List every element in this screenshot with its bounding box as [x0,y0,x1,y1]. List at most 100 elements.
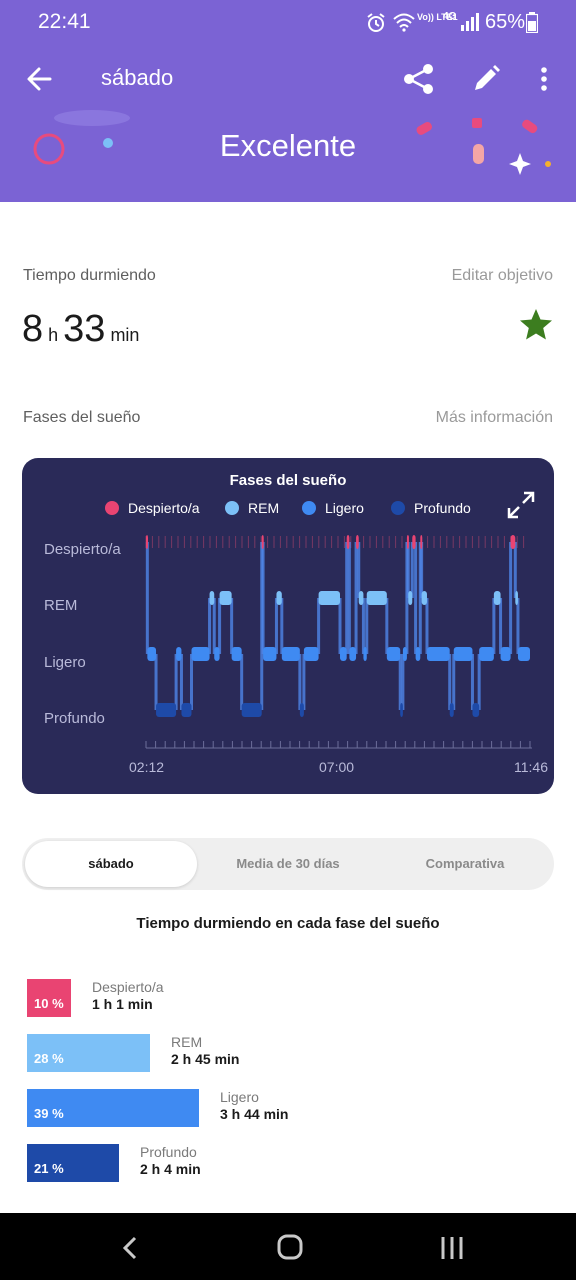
signal-icon [461,13,479,31]
expand-icon[interactable] [506,490,536,520]
hypnogram [145,535,532,749]
stage-segment-ligero [147,647,157,661]
more-info-link[interactable]: Más información [435,409,553,426]
stage-segment-despiertoa [261,535,264,549]
legend-light: Ligero [302,500,364,516]
tab-day[interactable]: sábado [88,856,134,871]
stage-segment-profundo [449,703,454,717]
stage-segment-ligero [363,647,367,661]
stage-segment-ligero [500,647,511,661]
stage-segment-rem [209,591,215,605]
confetti-decoration [33,110,551,175]
back-arrow-icon[interactable] [26,66,54,92]
stage-segment-profundo [181,703,192,717]
sleep-phases-chart[interactable]: Fases del sueño Despierto/a REM Ligero P… [22,458,554,794]
stage-segment-despiertoa [510,535,516,549]
stage-duration: 2 h 4 min [140,1161,201,1177]
x-tick-start: 02:12 [129,759,165,775]
network-label: Vo)) LTE1 [417,12,458,22]
stage-name: Ligero [220,1089,259,1105]
edit-goal-link[interactable]: Editar objetivo [451,267,553,284]
chart-title: Fases del sueño [229,472,347,489]
page-title: sábado [101,65,174,90]
stage-segment-ligero [402,647,407,661]
share-icon[interactable] [402,63,436,95]
more-options-icon[interactable] [538,66,550,92]
stage-segment-rem [276,591,282,605]
stage-segment-profundo [400,703,403,717]
stage-segment-rem [318,591,341,605]
status-bar: 22:41 Vo)) LTE1 4G 65% [0,0,576,48]
tab-30-day-average[interactable]: Media de 30 días [236,856,340,871]
sleep-rating: Excelente [219,128,357,163]
battery-icon [526,12,538,33]
tab-active-indicator [25,841,197,887]
stage-segment-ligero [517,647,530,661]
stage-segment-rem [421,591,427,605]
sleep-duration: 8 h 33 min [22,308,139,351]
legend-awake: Despierto/a [105,500,200,516]
stage-segment-rem [493,591,501,605]
stage-segment-rem [219,591,232,605]
stage-segment-despiertoa [146,535,148,549]
battery-percent: 65% [485,11,526,33]
network-type: 4G [443,11,457,22]
stage-percent: 28 % [34,1051,64,1066]
legend-light-label: Ligero [325,500,364,516]
legend-awake-label: Despierto/a [128,500,200,516]
stage-bar: 10 % [27,979,71,1017]
stage-percent: 21 % [34,1161,64,1176]
stage-bar: 21 % [27,1144,119,1182]
stage-segment-ligero [263,647,277,661]
y-label-awake: Despierto/a [44,541,121,558]
nav-home-icon[interactable] [276,1233,304,1261]
stage-segment-ligero [386,647,401,661]
legend-rem-label: REM [248,500,280,516]
stage-segment-ligero [191,647,210,661]
stage-segment-rem [366,591,387,605]
nav-recents-icon[interactable] [438,1235,466,1261]
stage-segment-profundo [299,703,304,717]
phases-label: Fases del sueño [23,409,141,426]
legend-deep-label: Profundo [414,500,471,516]
stage-segment-ligero [479,647,494,661]
stage-name: REM [171,1034,203,1050]
stage-segment-ligero [340,647,347,661]
y-label-light: Ligero [44,654,86,671]
stage-segment-ligero [214,647,220,661]
hours-value: 8 [22,308,44,350]
stage-segment-ligero [176,647,182,661]
minutes-value: 33 [63,308,106,350]
stage-bar: 28 % [27,1034,150,1072]
stage-segment-despiertoa [356,535,359,549]
stage-segment-ligero [426,647,450,661]
breakdown-title: Tiempo durmiendo en cada fase del sueño [136,915,440,932]
sleep-time-label: Tiempo durmiendo [23,267,156,284]
period-tabs: sábado Media de 30 días Comparativa [22,838,554,890]
nav-back-icon[interactable] [120,1235,140,1261]
stage-segment-profundo [472,703,480,717]
alarm-icon [367,13,385,32]
stage-segment-rem [515,591,518,605]
y-label-deep: Profundo [44,710,105,727]
legend-rem-dot [225,501,239,515]
wifi-icon [393,13,415,32]
stage-duration: 2 h 45 min [171,1051,240,1067]
stage-segment-ligero [453,647,473,661]
stage-percent: 39 % [34,1106,64,1121]
stage-percent: 10 % [34,996,64,1011]
stage-name: Despierto/a [92,979,164,995]
stage-segment-ligero [281,647,300,661]
stage-bar: 39 % [27,1089,199,1127]
y-label-rem: REM [44,597,78,614]
tab-comparison[interactable]: Comparativa [425,856,505,871]
legend-deep-dot [391,501,405,515]
x-tick-mid: 07:00 [319,759,355,775]
system-nav-bar [0,1213,576,1280]
star-icon [520,309,552,340]
legend-light-dot [302,501,316,515]
stage-segment-ligero [415,647,421,661]
edit-icon[interactable] [471,64,501,94]
stage-name: Profundo [140,1144,197,1160]
legend-deep: Profundo [391,500,471,516]
